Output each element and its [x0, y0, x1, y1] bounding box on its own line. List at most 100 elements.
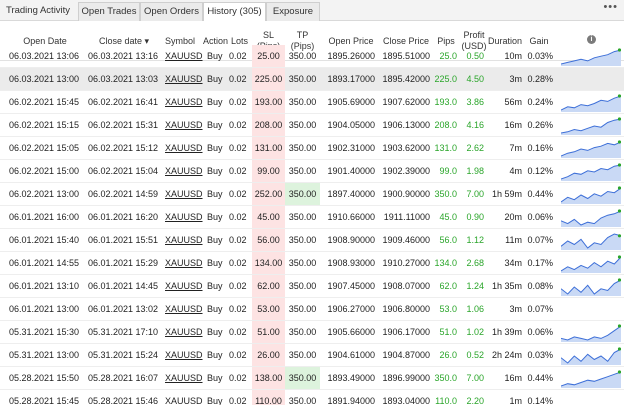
table-row[interactable]: 05.31.2021 13:00 05.31.2021 15:24 XAUUSD Bu…: [0, 344, 624, 367]
table-row[interactable]: 05.28.2021 15:45 05.28.2021 15:46 XAUUSD Bu…: [0, 390, 624, 405]
table-row[interactable]: 06.01.2021 13:10 06.01.2021 14:45 XAUUSD Bu…: [0, 275, 624, 298]
lots-cell: 0.02: [229, 166, 247, 176]
table-row[interactable]: 06.03.2021 13:00 06.03.2021 13:03 XAUUSD Bu…: [0, 68, 624, 91]
symbol-link[interactable]: XAUUSD: [165, 235, 203, 245]
open-price-cell: 1905.66000: [327, 327, 375, 337]
table-row[interactable]: 05.28.2021 15:50 05.28.2021 16:07 XAUUSD Bu…: [0, 367, 624, 390]
table-row[interactable]: 06.02.2021 15:00 06.02.2021 15:04 XAUUSD Bu…: [0, 160, 624, 183]
symbol-link[interactable]: XAUUSD: [165, 327, 203, 337]
symbol-link[interactable]: XAUUSD: [165, 281, 203, 291]
col-lots[interactable]: Lots: [231, 35, 249, 46]
table-row[interactable]: 06.01.2021 13:00 06.01.2021 13:02 XAUUSD Bu…: [0, 298, 624, 321]
gain-cell: 0.12%: [527, 166, 553, 176]
col-open-date[interactable]: Open Date: [23, 35, 67, 46]
tab-trading-activity[interactable]: Trading Activity: [6, 5, 71, 16]
symbol-link[interactable]: XAUUSD: [165, 74, 203, 84]
open-price-cell: 1895.26000: [327, 51, 375, 61]
table-row[interactable]: 06.03.2021 13:06 06.03.2021 13:16 XAUUSD Bu…: [0, 45, 624, 68]
open-date-cell: 06.01.2021 13:10: [9, 281, 80, 291]
close-price-cell: 1895.51000: [382, 51, 430, 61]
lots-cell: 0.02: [229, 74, 247, 84]
col-tp[interactable]: TP (Pips): [290, 30, 315, 51]
more-options-icon[interactable]: •••: [603, 1, 618, 13]
tab-open-orders[interactable]: Open Orders: [140, 2, 203, 21]
table-row[interactable]: 06.02.2021 15:05 06.02.2021 15:12 XAUUSD Bu…: [0, 137, 624, 160]
equity-sparkline: [561, 209, 621, 227]
close-date-cell: 05.31.2021 15:24: [88, 350, 159, 360]
lots-cell: 0.02: [229, 51, 247, 61]
open-price-cell: 1902.31000: [327, 143, 375, 153]
lots-cell: 0.02: [229, 281, 247, 291]
gain-cell: 0.03%: [527, 350, 553, 360]
col-duration[interactable]: Duration: [487, 35, 523, 46]
col-close-price[interactable]: Close Price: [382, 35, 429, 46]
symbol-link[interactable]: XAUUSD: [165, 166, 203, 176]
sl-cell: 56.00: [252, 229, 285, 251]
pips-cell: 134.0: [434, 258, 457, 268]
symbol-link[interactable]: XAUUSD: [165, 51, 203, 61]
close-date-cell: 06.01.2021 13:02: [88, 304, 159, 314]
profit-cell: 7.00: [466, 373, 484, 383]
tab-exposure[interactable]: Exposure: [266, 2, 320, 21]
sparkline-area: [561, 50, 621, 66]
symbol-link[interactable]: XAUUSD: [165, 212, 203, 222]
gain-cell: 0.44%: [527, 189, 553, 199]
duration-cell: 11m: [505, 235, 522, 245]
table-row[interactable]: 06.01.2021 15:40 06.01.2021 15:51 XAUUSD Bu…: [0, 229, 624, 252]
table-row[interactable]: 06.02.2021 13:00 06.02.2021 14:59 XAUUSD Bu…: [0, 183, 624, 206]
col-pips[interactable]: Pips: [437, 35, 455, 46]
tp-cell: 350.00: [288, 350, 317, 360]
close-price-cell: 1908.07000: [382, 281, 430, 291]
tp-cell: 350.00: [288, 97, 317, 107]
col-open-price[interactable]: Open Price: [328, 35, 374, 46]
tab-open-trades[interactable]: Open Trades: [78, 2, 140, 21]
symbol-link[interactable]: XAUUSD: [165, 143, 203, 153]
profit-cell: 7.00: [466, 189, 484, 199]
close-price-cell: 1906.13000: [382, 120, 430, 130]
action-cell: Buy: [207, 120, 223, 130]
lots-cell: 0.02: [229, 235, 247, 245]
info-icon[interactable]: i: [587, 35, 596, 44]
gain-cell: 0.26%: [527, 120, 553, 130]
symbol-link[interactable]: XAUUSD: [165, 350, 203, 360]
open-date-cell: 06.01.2021 14:55: [9, 258, 80, 268]
col-gain[interactable]: Gain: [529, 35, 549, 46]
table-row[interactable]: 06.01.2021 16:00 06.01.2021 16:20 XAUUSD Bu…: [0, 206, 624, 229]
col-close-date[interactable]: Close date ▾: [98, 35, 150, 46]
table-row[interactable]: 05.31.2021 15:30 05.31.2021 17:10 XAUUSD Bu…: [0, 321, 624, 344]
profit-cell: 2.68: [466, 258, 484, 268]
tp-cell: 350.00: [285, 367, 320, 389]
close-date-cell: 06.03.2021 13:03: [88, 74, 159, 84]
symbol-link[interactable]: XAUUSD: [165, 189, 203, 199]
col-action[interactable]: Action: [203, 35, 229, 46]
table-row[interactable]: 06.02.2021 15:45 06.02.2021 16:41 XAUUSD Bu…: [0, 91, 624, 114]
sparkline-line: [561, 95, 621, 111]
col-symbol[interactable]: Symbol: [165, 35, 196, 46]
pips-cell: 25.0: [439, 51, 457, 61]
lots-cell: 0.02: [229, 327, 247, 337]
tp-cell: 350.00: [288, 327, 317, 337]
tab-history[interactable]: History (305): [203, 2, 266, 22]
profit-cell: 1.98: [466, 166, 484, 176]
open-date-cell: 06.02.2021 15:00: [9, 166, 80, 176]
col-profit[interactable]: Profit (USD): [461, 30, 487, 51]
duration-cell: 4m: [509, 166, 522, 176]
sl-cell: 131.00: [252, 137, 285, 159]
pips-cell: 56.0: [439, 235, 457, 245]
symbol-link[interactable]: XAUUSD: [165, 120, 203, 130]
symbol-link[interactable]: XAUUSD: [165, 373, 203, 383]
pips-cell: 53.0: [439, 304, 457, 314]
table-row[interactable]: 06.02.2021 15:15 06.02.2021 15:31 XAUUSD Bu…: [0, 114, 624, 137]
symbol-link[interactable]: XAUUSD: [165, 97, 203, 107]
open-date-cell: 06.02.2021 15:45: [9, 97, 80, 107]
sl-cell: 110.00: [252, 390, 285, 405]
symbol-link[interactable]: XAUUSD: [165, 258, 203, 268]
profit-cell: 0.50: [466, 51, 484, 61]
close-date-cell: 06.02.2021 15:04: [88, 166, 159, 176]
pips-cell: 225.0: [434, 74, 457, 84]
symbol-link[interactable]: XAUUSD: [165, 396, 203, 405]
symbol-link[interactable]: XAUUSD: [165, 304, 203, 314]
sparkline-line: [561, 118, 621, 134]
close-price-cell: 1900.90000: [382, 189, 430, 199]
table-row[interactable]: 06.01.2021 14:55 06.01.2021 15:29 XAUUSD Bu…: [0, 252, 624, 275]
